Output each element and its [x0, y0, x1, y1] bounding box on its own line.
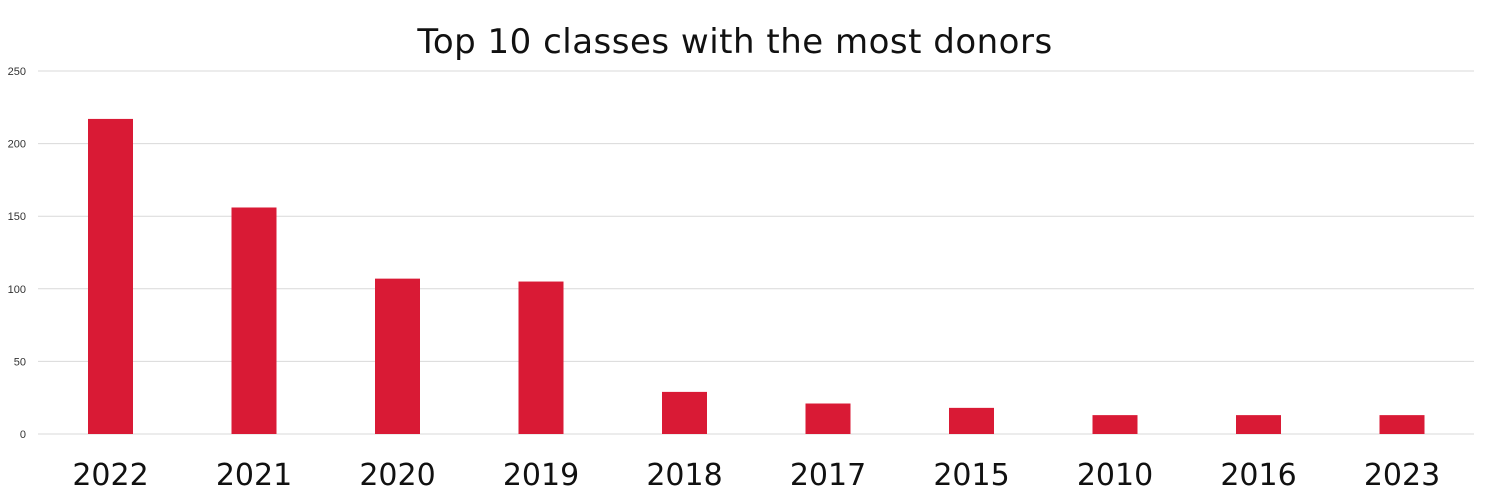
- x-tick-label: 2020: [359, 458, 435, 493]
- x-axis-ticks: 2022 2021 2020 2019 2018 2017 2015 2010 2016 2023: [72, 458, 1440, 493]
- x-tick-label: 2017: [790, 458, 866, 493]
- bar-2015: [949, 407, 994, 434]
- y-tick-label: 200: [8, 139, 26, 151]
- bar-2021: [231, 207, 277, 434]
- x-tick-label: 2023: [1364, 458, 1440, 493]
- gridlines: [38, 70, 1474, 435]
- y-tick-label: 50: [14, 356, 26, 368]
- x-tick-label: 2022: [72, 458, 148, 493]
- bar-2017: [805, 403, 851, 434]
- y-axis-ticks: 0 50 100 150 200 250: [8, 66, 26, 441]
- bars: [88, 118, 1425, 434]
- x-tick-label: 2019: [503, 458, 579, 493]
- x-tick-label: 2021: [216, 458, 292, 493]
- bar-2020: [375, 278, 420, 434]
- x-tick-label: 2016: [1220, 458, 1296, 493]
- bar-2023: [1379, 415, 1425, 434]
- y-tick-label: 100: [8, 284, 26, 296]
- x-tick-label: 2010: [1077, 458, 1153, 493]
- y-tick-label: 150: [8, 211, 26, 223]
- y-tick-label: 0: [20, 429, 26, 441]
- x-tick-label: 2018: [646, 458, 722, 493]
- bar-2019: [518, 281, 564, 434]
- x-tick-label: 2015: [933, 458, 1009, 493]
- chart-title: Top 10 classes with the most donors: [417, 22, 1053, 62]
- bar-2016: [1236, 415, 1281, 434]
- bar-2010: [1092, 415, 1138, 434]
- bar-2022: [88, 118, 133, 434]
- y-tick-label: 250: [8, 66, 26, 78]
- bar-2018: [662, 391, 707, 434]
